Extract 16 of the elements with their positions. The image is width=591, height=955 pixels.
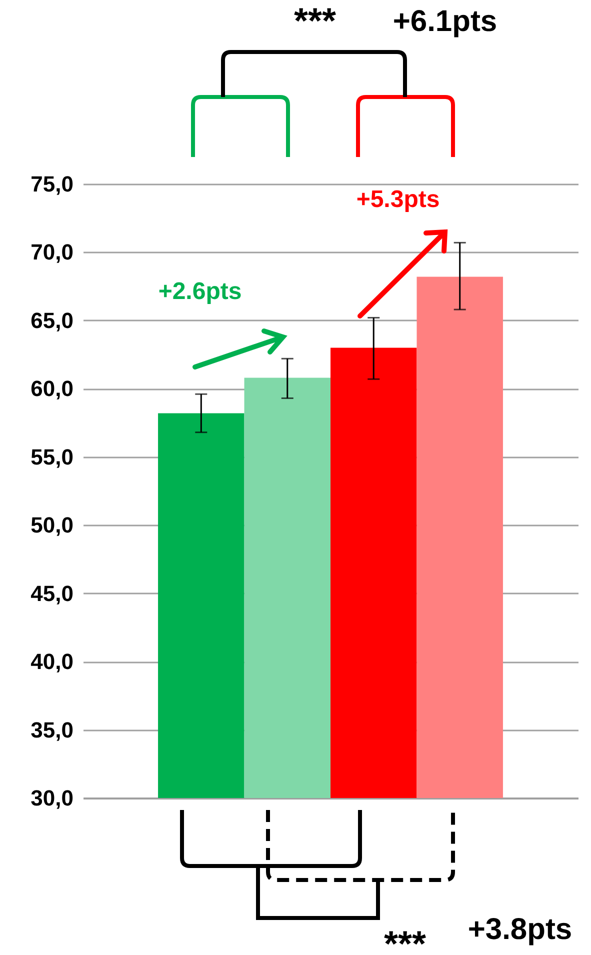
y-tick-label: 70,0 [30,240,74,265]
y-tick-label: 65,0 [30,308,74,333]
text: +6.1pts [392,5,498,38]
text: *** [294,0,336,41]
y-tick-label: 45,0 [30,580,74,606]
y-tick-label: 50,0 [30,512,74,538]
text: *** [384,923,426,955]
y-tick-label: 30,0 [30,786,74,810]
annotation: +5.3pts [356,186,440,213]
y-tick-label: 75,0 [30,172,74,196]
y-tick-label: 55,0 [30,444,74,470]
y-tick-label: 40,0 [30,649,74,674]
text: +3.8pts [468,913,572,946]
annotation: +2.6pts [158,278,242,305]
y-tick-label: 60,0 [30,376,74,402]
y-tick-label: 35,0 [30,717,74,742]
